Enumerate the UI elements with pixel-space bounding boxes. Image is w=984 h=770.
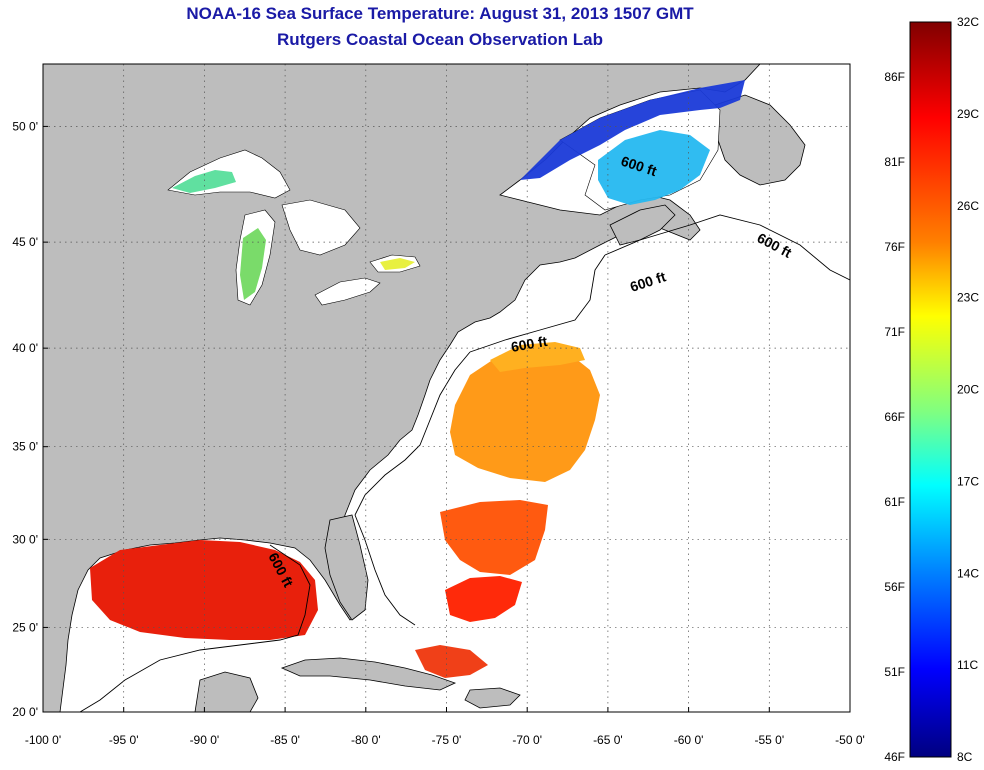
sst-lake-superior-patch: [172, 170, 236, 193]
map-title: NOAA-16 Sea Surface Temperature: August …: [186, 4, 694, 23]
sst-lake-michigan-patch: [240, 228, 266, 300]
sst-georgia-patch: [440, 500, 548, 575]
hispaniola-land: [464, 687, 521, 709]
latitude-ticks: 20 0' 25 0' 30 0' 35 0' 40 0' 45 0' 50 0': [12, 119, 48, 719]
map-subtitle: Rutgers Coastal Ocean Observation Lab: [277, 30, 603, 49]
colorbar-celsius-label: 8C: [957, 750, 973, 764]
lon-tick-label: -90 0': [190, 733, 220, 747]
north-america-land: [43, 64, 761, 712]
grid-lines: [43, 64, 850, 712]
sst-caribbean-patch: [415, 645, 488, 678]
colorbar-fahrenheit-label: 76F: [884, 240, 905, 254]
colorbar-celsius-label: 11C: [957, 658, 978, 672]
lat-tick-label: 35 0': [12, 440, 38, 454]
lat-tick-label: 25 0': [12, 620, 38, 634]
sst-lake-ontario-patch: [380, 258, 415, 270]
lat-tick-label: 45 0': [12, 235, 38, 249]
longitude-ticks: -100 0' -95 0' -90 0' -85 0' -80 0' -75 0' -70…: [25, 707, 865, 747]
sst-shelf-patch: [490, 342, 585, 372]
colorbar-celsius-label: 23C: [957, 291, 979, 305]
colorbar-celsius-label: 17C: [957, 474, 979, 488]
colorbar-celsius-labels: 32C 29C 26C 23C 20C 17C 14C 11C 8C: [957, 15, 979, 764]
colorbar-celsius-label: 29C: [957, 107, 979, 121]
yucatan-land: [194, 671, 259, 712]
lon-tick-label: -50 0': [835, 733, 865, 747]
sst-midatlantic-patch: [450, 352, 600, 482]
colorbar-fahrenheit-label: 66F: [884, 410, 905, 424]
isobath-label: 600 ft: [510, 333, 549, 355]
lon-tick-label: -75 0': [432, 733, 462, 747]
colorbar: [909, 21, 952, 758]
colorbar-fahrenheit-label: 56F: [884, 580, 905, 594]
sst-gulf-of-mexico-patch: [90, 540, 318, 640]
colorbar-fahrenheit-label: 51F: [884, 665, 905, 679]
colorbar-fahrenheit-label: 61F: [884, 495, 905, 509]
lon-tick-label: -70 0': [512, 733, 542, 747]
sst-labrador-patch: [520, 80, 745, 180]
lat-tick-label: 30 0': [12, 532, 38, 546]
lat-tick-label: 50 0': [12, 119, 38, 133]
sst-imagery: [90, 80, 745, 678]
lon-tick-label: -65 0': [593, 733, 623, 747]
nova-scotia-land: [609, 204, 676, 246]
lon-tick-label: -100 0': [25, 733, 61, 747]
colorbar-celsius-label: 20C: [957, 383, 979, 397]
lon-tick-label: -60 0': [674, 733, 704, 747]
isobath-600ft: [79, 214, 850, 712]
colorbar-celsius-label: 32C: [957, 15, 979, 29]
lake-erie: [314, 277, 381, 306]
colorbar-celsius-label: 26C: [957, 199, 979, 213]
lon-tick-label: -85 0': [270, 733, 300, 747]
lon-tick-label: -80 0': [351, 733, 381, 747]
lat-tick-label: 40 0': [12, 341, 38, 355]
lon-tick-label: -95 0': [109, 733, 139, 747]
colorbar-fahrenheit-label: 71F: [884, 325, 905, 339]
newfoundland-land: [714, 94, 806, 186]
colorbar-fahrenheit-label: 46F: [884, 750, 905, 764]
sst-bahamas-patch: [445, 576, 522, 622]
colorbar-fahrenheit-label: 81F: [884, 155, 905, 169]
colorbar-celsius-label: 14C: [957, 566, 979, 580]
lat-tick-label: 20 0': [12, 705, 38, 719]
colorbar-fahrenheit-label: 86F: [884, 70, 905, 84]
florida-land: [324, 514, 369, 621]
cuba-land: [280, 657, 457, 691]
sst-gulf-st-lawrence-patch: [598, 130, 710, 205]
colorbar-fahrenheit-labels: 86F 81F 76F 71F 66F 61F 56F 51F 46F: [884, 70, 905, 764]
lon-tick-label: -55 0': [754, 733, 784, 747]
lake-huron: [281, 199, 361, 256]
